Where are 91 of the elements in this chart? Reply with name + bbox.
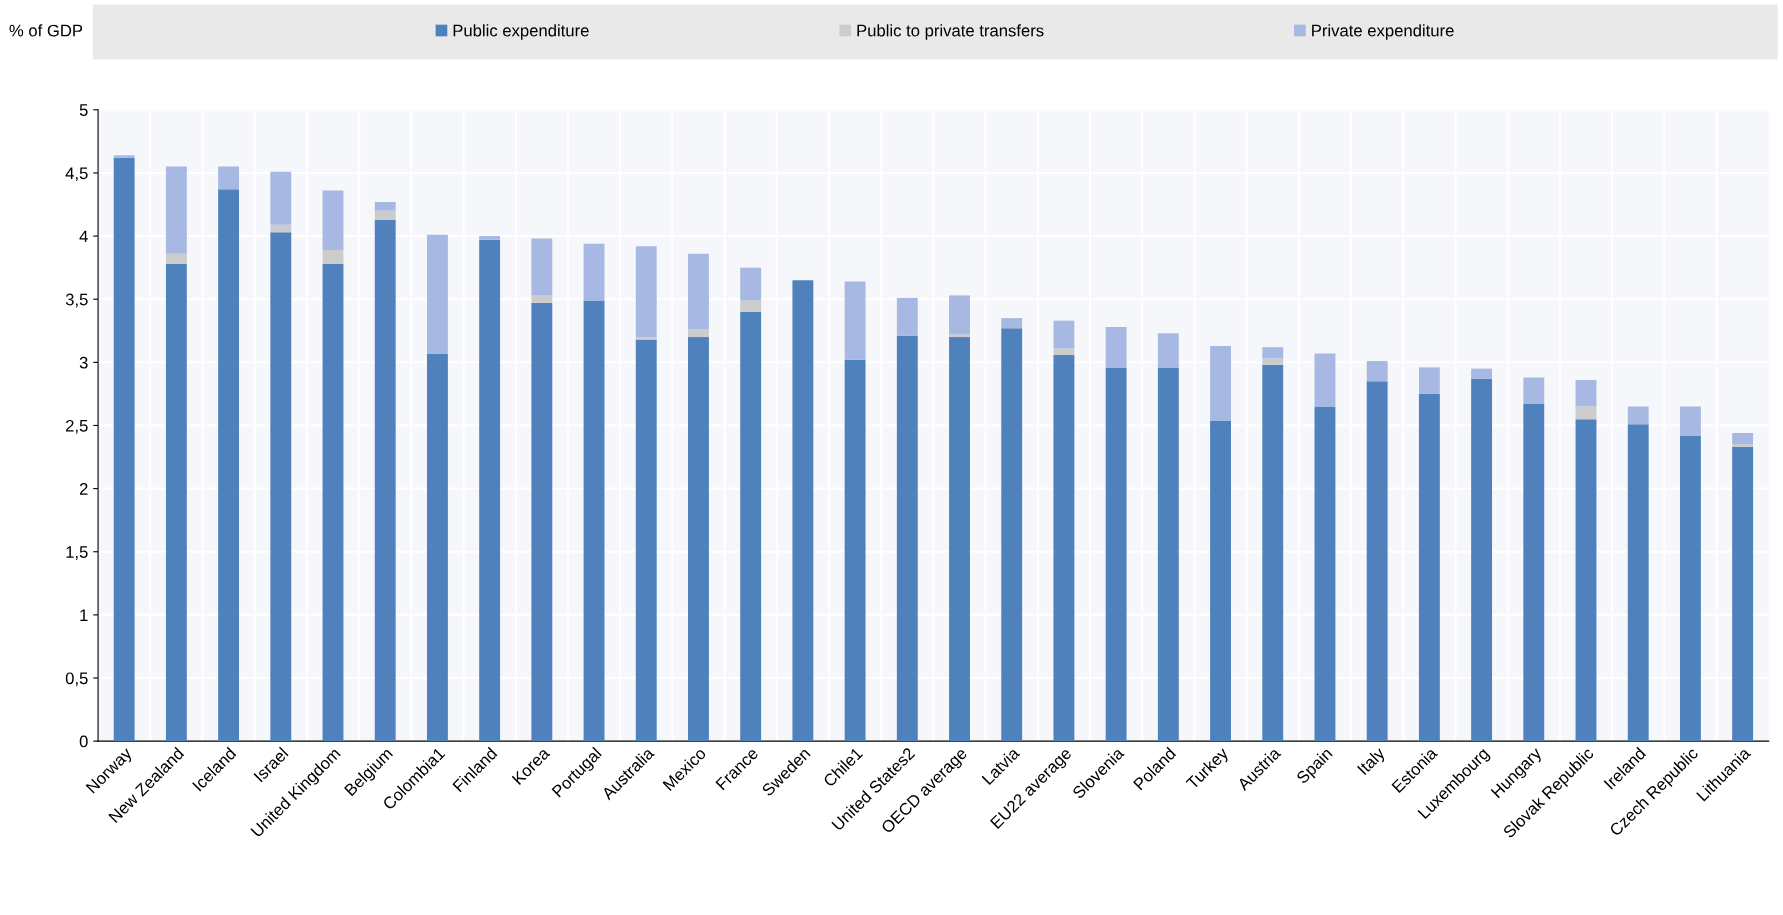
bar [1732, 446, 1754, 742]
bar [1105, 326, 1127, 368]
bar [635, 339, 657, 742]
bar [113, 155, 135, 158]
bar [1314, 353, 1336, 407]
bar [1732, 433, 1754, 445]
bar [792, 280, 814, 742]
bar [531, 238, 553, 296]
bar [1262, 364, 1284, 742]
bar [1523, 404, 1545, 742]
y-tick-label: 1 [80, 609, 88, 621]
x-tick-label: Italy [1356, 746, 1389, 778]
bar [374, 210, 396, 220]
bar [322, 190, 344, 250]
bar [374, 219, 396, 742]
bar [1679, 406, 1701, 436]
y-tick-label: 2,5 [66, 419, 88, 434]
bar [1627, 406, 1649, 425]
bar [531, 295, 553, 303]
bar [1679, 435, 1701, 742]
bar [270, 232, 292, 742]
bar [740, 311, 762, 742]
bar [583, 243, 605, 301]
bar [1575, 380, 1597, 407]
bar [1053, 320, 1075, 349]
y-tick-label: 3,5 [65, 293, 88, 308]
bar [1210, 345, 1231, 421]
y-tick-label: 2 [79, 483, 88, 495]
bar [426, 353, 448, 742]
bar [1575, 406, 1597, 420]
legend-label: Public expenditure [453, 24, 589, 40]
bar [1262, 358, 1284, 365]
bar [896, 297, 918, 336]
bar [218, 166, 240, 190]
bar [1105, 367, 1127, 742]
y-tick-label: 4,5 [65, 167, 88, 182]
bar [1366, 381, 1388, 742]
bar [1418, 367, 1440, 394]
bar [531, 302, 553, 742]
bar [113, 157, 135, 742]
bar [1210, 420, 1231, 742]
y-tick-label: 4 [79, 230, 88, 243]
bar [688, 253, 709, 330]
bar [322, 263, 344, 742]
y-tick-label: 0,5 [65, 672, 88, 687]
y-tick-label: 3 [79, 356, 88, 369]
bar [479, 239, 501, 742]
bar [1157, 367, 1179, 742]
bar [949, 337, 970, 742]
bar [1001, 318, 1023, 329]
legend-label: Private expenditure [1312, 24, 1454, 40]
bar [1627, 424, 1649, 742]
bar [1471, 378, 1493, 742]
bar [1732, 444, 1754, 447]
bar [1053, 354, 1075, 742]
bar [1418, 393, 1440, 742]
y-tick-label: 5 [79, 104, 88, 116]
bar [896, 335, 918, 742]
y-axis-title: % of GDP [9, 24, 83, 37]
bar [1157, 333, 1179, 368]
bar [270, 224, 292, 233]
y-tick-label: 1,5 [66, 546, 88, 560]
bar [583, 300, 605, 742]
bar [1523, 377, 1545, 405]
bar [1262, 347, 1284, 359]
bar [635, 337, 657, 340]
bar [479, 236, 501, 240]
bar [1314, 406, 1336, 742]
bar [844, 281, 866, 360]
bar [426, 234, 448, 354]
bar [949, 295, 970, 335]
bar [1575, 419, 1597, 742]
bar [165, 166, 187, 254]
bar [1001, 328, 1023, 742]
bar [322, 249, 344, 264]
bar [844, 359, 866, 742]
bar [1366, 361, 1388, 382]
bar [374, 201, 396, 211]
bar [165, 253, 187, 264]
bar [688, 337, 709, 742]
bar [165, 263, 187, 742]
bar [218, 189, 240, 742]
bar [688, 329, 709, 338]
bar [270, 171, 292, 225]
bar [740, 300, 762, 312]
bar [635, 246, 657, 338]
bar [1471, 368, 1493, 379]
bar [1053, 348, 1075, 355]
legend-label: Public to private transfers [857, 24, 1044, 40]
y-tick-label: 0 [79, 735, 88, 748]
bar [740, 267, 762, 301]
